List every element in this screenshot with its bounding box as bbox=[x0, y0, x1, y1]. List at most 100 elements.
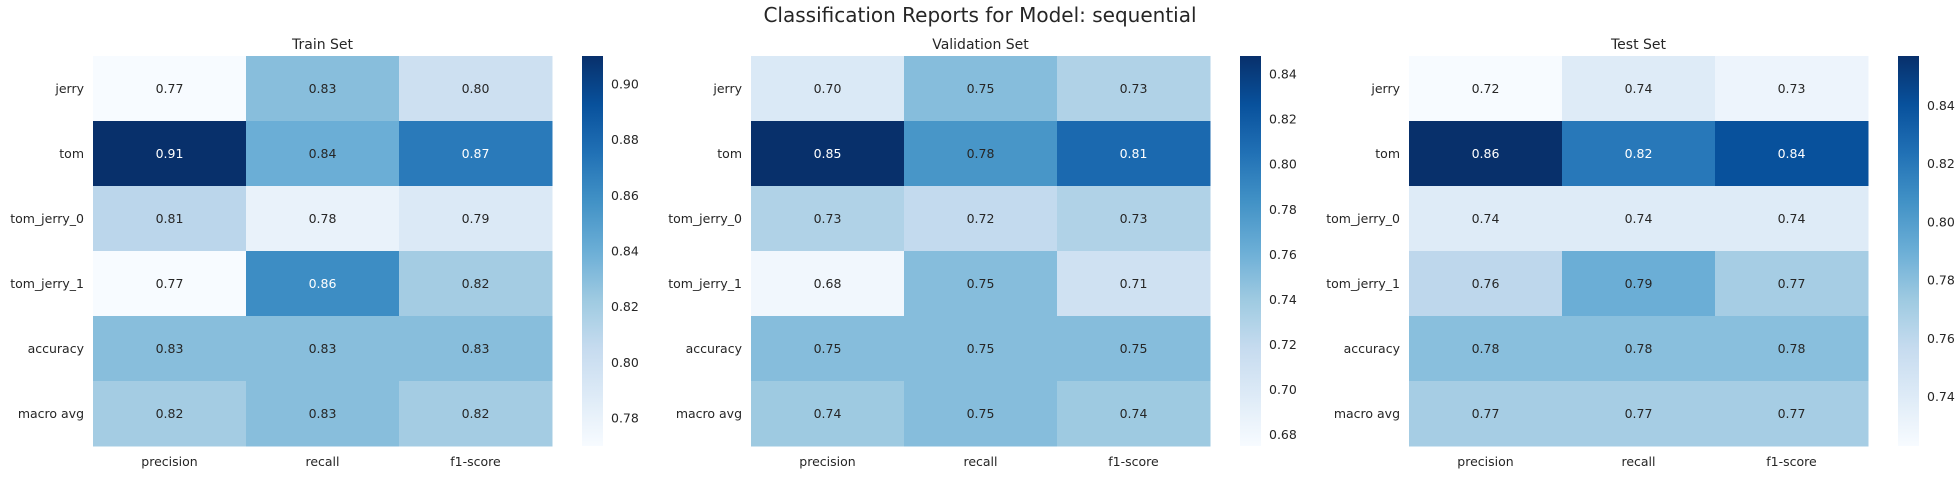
cell-value-label: 0.75 bbox=[967, 406, 995, 421]
heatmap-cell-jerry-precision bbox=[1409, 56, 1563, 122]
cell-value-label: 0.77 bbox=[1472, 406, 1500, 421]
row-label-accuracy: accuracy bbox=[1344, 341, 1401, 356]
row-label-accuracy: accuracy bbox=[686, 341, 743, 356]
heatmap-cell-tom-jerry-0-precision bbox=[1409, 186, 1563, 252]
colorbar-tick-label: 0.74 bbox=[1927, 389, 1955, 404]
cell-value-label: 0.83 bbox=[309, 341, 337, 356]
heatmap-panel-validation-set: Validation Set 0.70 0.75 0.73 0.85 0.78 0.81 0.… bbox=[668, 37, 1297, 469]
heatmap-cell-tom-jerry-1-recall bbox=[246, 251, 400, 317]
heatmap-cell-macro-avg-f1-score bbox=[1715, 381, 1869, 447]
heatmap-cell-tom-precision bbox=[93, 121, 247, 187]
heatmap-cell-jerry-recall bbox=[1562, 56, 1716, 122]
cell-value-label: 0.74 bbox=[1778, 211, 1806, 226]
cell-value-label: 0.75 bbox=[1120, 341, 1148, 356]
row-label-tom: tom bbox=[717, 146, 742, 161]
colorbar-tick-label: 0.80 bbox=[1269, 157, 1297, 172]
heatmap-cell-jerry-f1-score bbox=[399, 56, 553, 122]
cell-value-label: 0.81 bbox=[156, 211, 184, 226]
heatmap-cell-tom-jerry-1-recall bbox=[904, 251, 1058, 317]
panel-title: Validation Set bbox=[932, 37, 1029, 53]
cell-value-label: 0.86 bbox=[1472, 146, 1500, 161]
colorbar-tick-label: 0.84 bbox=[611, 244, 639, 259]
cell-value-label: 0.75 bbox=[814, 341, 842, 356]
panel-title: Train Set bbox=[291, 37, 354, 53]
cell-value-label: 0.91 bbox=[156, 146, 184, 161]
colorbar-tick-label: 0.78 bbox=[1927, 273, 1955, 288]
column-label-f1-score: f1-score bbox=[450, 454, 501, 469]
colorbar-tick-label: 0.80 bbox=[1927, 214, 1955, 229]
cell-value-label: 0.82 bbox=[1625, 146, 1653, 161]
column-label-precision: precision bbox=[799, 454, 855, 469]
heatmap-cell-macro-avg-f1-score bbox=[399, 381, 553, 447]
heatmap-cell-tom-f1-score bbox=[1715, 121, 1869, 187]
heatmap-cell-tom-jerry-1-recall bbox=[1562, 251, 1716, 317]
heatmap-cell-jerry-precision bbox=[93, 56, 247, 122]
cell-value-label: 0.74 bbox=[1120, 406, 1148, 421]
heatmap-cell-jerry-f1-score bbox=[1715, 56, 1869, 122]
column-label-recall: recall bbox=[963, 454, 997, 469]
column-label-recall: recall bbox=[1621, 454, 1655, 469]
heatmap-panels: Train Set 0.77 0.83 0.80 0.91 0.84 0.87 0.81 0.7… bbox=[10, 37, 1955, 469]
row-label-jerry: jerry bbox=[54, 81, 84, 96]
cell-value-label: 0.84 bbox=[309, 146, 337, 161]
row-label-tom-jerry-1: tom_jerry_1 bbox=[668, 276, 742, 291]
heatmap-cell-tom-jerry-0-f1-score bbox=[399, 186, 553, 252]
cell-value-label: 0.78 bbox=[1472, 341, 1500, 356]
colorbar-tick-label: 0.76 bbox=[1927, 331, 1955, 346]
heatmap-cell-macro-avg-precision bbox=[93, 381, 247, 447]
heatmap-panel-test-set: Test Set 0.72 0.74 0.73 0.86 0.82 0.84 0.74 0.74… bbox=[1326, 37, 1955, 469]
colorbar-tick-label: 0.82 bbox=[611, 299, 639, 314]
row-label-tom: tom bbox=[1375, 146, 1400, 161]
heatmap-cell-tom-jerry-1-precision bbox=[1409, 251, 1563, 317]
panel-title: Test Set bbox=[1610, 37, 1667, 53]
colorbar-tick-label: 0.72 bbox=[1269, 337, 1297, 352]
cell-value-label: 0.83 bbox=[156, 341, 184, 356]
heatmap-cell-tom-jerry-0-precision bbox=[93, 186, 247, 252]
heatmap-cell-tom-jerry-1-precision bbox=[751, 251, 905, 317]
cell-value-label: 0.77 bbox=[156, 81, 184, 96]
row-label-tom-jerry-0: tom_jerry_0 bbox=[10, 211, 84, 226]
colorbar-tick-label: 0.78 bbox=[1269, 202, 1297, 217]
cell-value-label: 0.75 bbox=[967, 276, 995, 291]
column-label-recall: recall bbox=[305, 454, 339, 469]
cell-value-label: 0.77 bbox=[1625, 406, 1653, 421]
colorbar-tick-label: 0.90 bbox=[611, 76, 639, 91]
column-label-f1-score: f1-score bbox=[1766, 454, 1817, 469]
colorbar-tick-label: 0.88 bbox=[611, 132, 639, 147]
heatmap-cell-macro-avg-recall bbox=[246, 381, 400, 447]
cell-value-label: 0.87 bbox=[462, 146, 490, 161]
heatmap-cell-tom-jerry-0-recall bbox=[246, 186, 400, 252]
colorbar-tick-label: 0.84 bbox=[1269, 67, 1297, 82]
heatmap-cell-macro-avg-recall bbox=[904, 381, 1058, 447]
colorbar bbox=[1240, 56, 1261, 446]
row-label-macro-avg: macro avg bbox=[1334, 406, 1400, 421]
heatmap-cell-tom-jerry-0-recall bbox=[904, 186, 1058, 252]
cell-value-label: 0.83 bbox=[309, 81, 337, 96]
heatmap-cell-jerry-f1-score bbox=[1057, 56, 1211, 122]
heatmap-cell-accuracy-f1-score bbox=[399, 316, 553, 382]
cell-value-label: 0.80 bbox=[462, 81, 490, 96]
colorbar-tick-label: 0.76 bbox=[1269, 247, 1297, 262]
colorbar-tick-label: 0.82 bbox=[1269, 112, 1297, 127]
colorbar-tick-label: 0.68 bbox=[1269, 427, 1297, 442]
heatmap-cell-tom-jerry-0-f1-score bbox=[1715, 186, 1869, 252]
cell-value-label: 0.71 bbox=[1120, 276, 1148, 291]
cell-value-label: 0.73 bbox=[1120, 211, 1148, 226]
colorbar bbox=[582, 56, 603, 446]
heatmap-cell-jerry-recall bbox=[246, 56, 400, 122]
cell-value-label: 0.78 bbox=[1625, 341, 1653, 356]
heatmap-cell-tom-recall bbox=[246, 121, 400, 187]
heatmap-cell-accuracy-precision bbox=[1409, 316, 1563, 382]
heatmap-cell-accuracy-f1-score bbox=[1057, 316, 1211, 382]
heatmap-cell-tom-jerry-1-f1-score bbox=[1057, 251, 1211, 317]
heatmap-cell-macro-avg-precision bbox=[751, 381, 905, 447]
cell-value-label: 0.85 bbox=[814, 146, 842, 161]
column-label-f1-score: f1-score bbox=[1108, 454, 1159, 469]
heatmap-cell-tom-jerry-1-f1-score bbox=[399, 251, 553, 317]
heatmap-cell-accuracy-recall bbox=[1562, 316, 1716, 382]
cell-value-label: 0.70 bbox=[814, 81, 842, 96]
colorbar-tick-label: 0.78 bbox=[611, 411, 639, 426]
column-label-precision: precision bbox=[141, 454, 197, 469]
cell-value-label: 0.74 bbox=[1472, 211, 1500, 226]
heatmap-cell-tom-precision bbox=[1409, 121, 1563, 187]
